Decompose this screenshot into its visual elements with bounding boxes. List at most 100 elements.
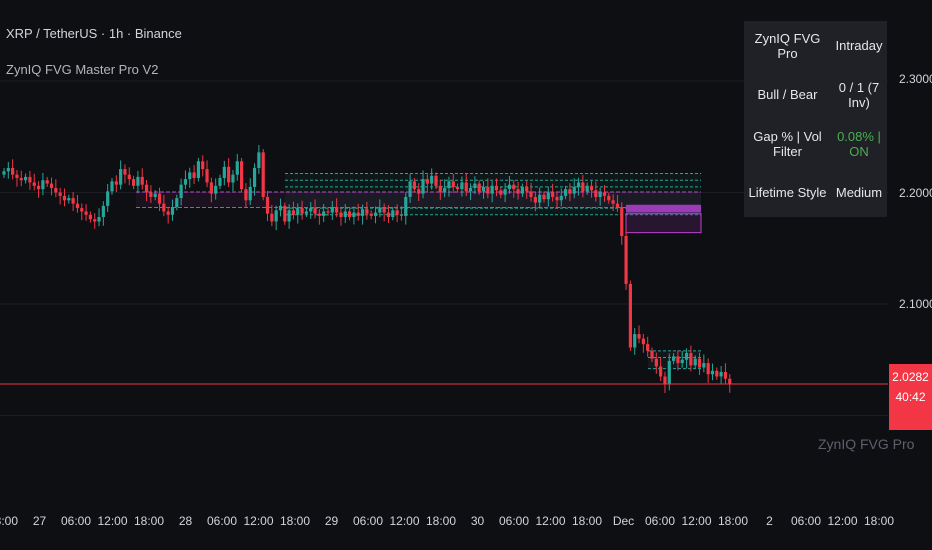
current-price-tag: 2.0282 40:42 xyxy=(889,364,932,430)
candle xyxy=(28,176,32,183)
candle xyxy=(507,184,512,190)
candle xyxy=(585,185,589,192)
candle xyxy=(689,353,693,366)
candle xyxy=(443,188,447,193)
table-cell-value-green: 0.08% | ON xyxy=(837,128,881,159)
candle xyxy=(490,185,494,194)
candle xyxy=(434,175,438,186)
candle xyxy=(343,211,347,218)
candle xyxy=(45,180,49,184)
candle xyxy=(564,189,568,196)
time-axis-tick: 29 xyxy=(324,514,339,528)
candle xyxy=(706,363,710,375)
candle xyxy=(140,176,144,185)
candle xyxy=(170,206,175,215)
candle xyxy=(339,212,343,218)
candle xyxy=(291,210,296,215)
candle xyxy=(19,178,23,181)
time-axis-tick: 18:00 xyxy=(571,514,603,528)
time-axis-tick: 06:00 xyxy=(644,514,676,528)
candle xyxy=(209,182,213,194)
candle xyxy=(615,203,620,207)
candle xyxy=(309,208,313,212)
symbol-title[interactable]: XRP / TetherUS · 1h · Binance xyxy=(6,26,182,41)
candle xyxy=(568,189,572,194)
candle xyxy=(270,213,274,222)
table-cell-label: Lifetime Style xyxy=(748,185,827,200)
candle xyxy=(464,182,468,192)
candle xyxy=(620,206,624,236)
candle xyxy=(693,358,697,366)
time-axis-tick: Dec xyxy=(612,514,635,528)
candle xyxy=(41,180,45,190)
candle xyxy=(702,363,706,368)
price-axis-tick: 2.2000 xyxy=(899,186,932,200)
indicator-label[interactable]: ZynIQ FVG Master Pro V2 xyxy=(6,62,159,77)
candle xyxy=(54,188,58,193)
current-price-value: 2.0282 xyxy=(892,370,929,384)
time-axis-tick: 06:00 xyxy=(498,514,530,528)
candle xyxy=(119,169,123,185)
candle xyxy=(659,366,663,377)
candle xyxy=(32,182,36,186)
candle xyxy=(719,372,723,377)
candle xyxy=(296,208,300,215)
candle xyxy=(551,192,555,197)
table-row: Gap % | Vol Filter 0.08% | ON xyxy=(744,119,887,168)
candle xyxy=(611,200,615,204)
time-axis-tick: 18:00 xyxy=(0,514,19,528)
candle xyxy=(525,186,529,192)
candle xyxy=(352,212,356,218)
candle xyxy=(663,376,667,385)
candle xyxy=(287,210,291,222)
candle xyxy=(252,167,257,187)
candle xyxy=(261,152,265,197)
candle xyxy=(265,196,270,214)
fvg-bearish-box xyxy=(625,213,702,234)
candle xyxy=(278,205,283,211)
candle xyxy=(114,181,118,185)
candle xyxy=(93,219,97,222)
time-axis-tick: 06:00 xyxy=(790,514,822,528)
candle xyxy=(576,182,581,187)
candle xyxy=(106,191,110,206)
candle xyxy=(192,172,196,179)
candle xyxy=(175,198,179,207)
candle xyxy=(412,181,416,190)
candle xyxy=(516,189,520,194)
candle xyxy=(650,350,654,359)
candle xyxy=(244,189,248,201)
candle xyxy=(451,181,455,187)
candle xyxy=(283,205,287,222)
candle xyxy=(227,166,231,183)
candle xyxy=(24,176,28,181)
time-axis-tick: 12:00 xyxy=(535,514,566,528)
candle xyxy=(477,183,481,192)
time-axis-tick: 18:00 xyxy=(133,514,165,528)
time-axis-tick: 06:00 xyxy=(206,514,238,528)
candle xyxy=(421,179,425,194)
candle xyxy=(710,370,715,375)
time-axis-tick: 12:00 xyxy=(389,514,420,528)
candle xyxy=(49,183,54,189)
candle xyxy=(183,179,188,185)
candle xyxy=(594,190,598,197)
candle xyxy=(6,167,10,172)
time-axis-tick: 12:00 xyxy=(243,514,274,528)
time-axis-tick: 28 xyxy=(178,514,193,528)
candle xyxy=(2,171,6,175)
candle xyxy=(697,358,702,368)
candle xyxy=(633,334,637,348)
candle xyxy=(304,211,308,214)
candle xyxy=(382,208,386,213)
time-axis-tick: 18:00 xyxy=(863,514,895,528)
candle xyxy=(235,161,239,175)
candle xyxy=(533,196,537,203)
candle xyxy=(546,192,550,200)
candle xyxy=(637,334,641,339)
table-cell-label: ZynIQ FVG Pro xyxy=(754,30,821,61)
candle xyxy=(166,211,170,215)
candle xyxy=(214,185,218,194)
candle xyxy=(201,161,205,170)
